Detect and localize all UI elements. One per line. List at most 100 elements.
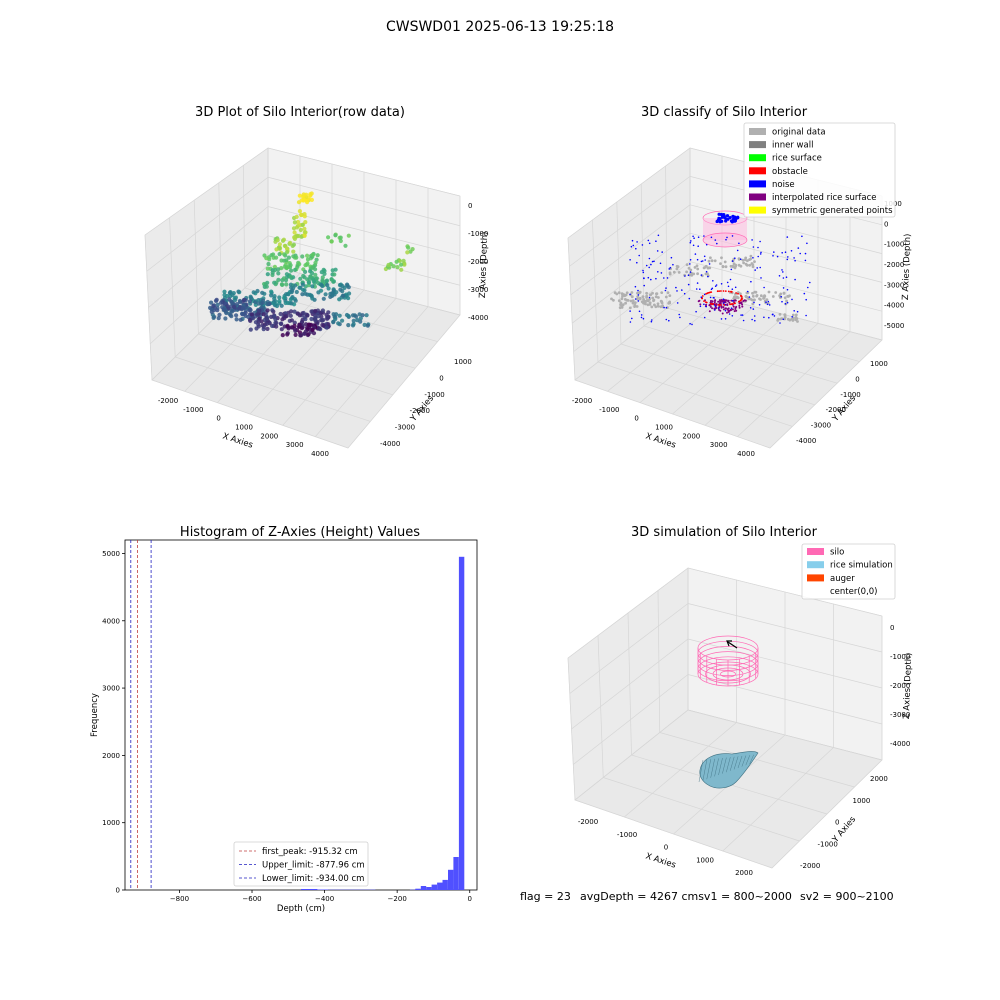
noise-point	[715, 219, 719, 224]
data-point	[341, 293, 346, 298]
original-point	[666, 291, 670, 294]
histogram-bar	[415, 888, 421, 890]
interpolated-point	[711, 307, 714, 310]
data-point	[297, 322, 302, 328]
data-point	[297, 209, 302, 214]
rice-mesh-line	[718, 757, 723, 776]
noise-point	[715, 284, 718, 286]
original-point	[644, 302, 647, 306]
rice-mesh-line	[741, 755, 747, 767]
grid-line	[151, 264, 269, 381]
raw-data-3d-plot: 3D Plot of Silo Interior(row data) -2000…	[144, 105, 490, 458]
noise-point	[757, 246, 759, 249]
noise-point	[768, 304, 771, 306]
interpolated-point	[724, 307, 727, 310]
data-point	[401, 258, 406, 263]
data-point	[275, 238, 280, 243]
z-tick-label: -2000	[884, 261, 904, 269]
data-point	[261, 312, 266, 317]
data-point	[214, 297, 219, 302]
original-point	[794, 313, 798, 317]
noise-point	[731, 300, 734, 302]
noise-point	[767, 300, 770, 303]
noise-point	[759, 253, 762, 255]
data-point	[313, 318, 318, 323]
classify-z-label: Z Axies (Depth)	[901, 233, 913, 300]
data-point	[277, 252, 282, 257]
noise-point	[726, 236, 728, 239]
interpolated-point	[721, 299, 724, 302]
noise-point	[678, 313, 680, 316]
noise-point	[801, 235, 803, 238]
original-point	[636, 295, 640, 298]
data-point	[233, 297, 238, 303]
original-point	[783, 317, 787, 321]
interpolated-point	[738, 304, 741, 307]
data-point	[289, 318, 294, 323]
simulation-z-label: Z Axies (Depth)	[902, 652, 914, 719]
silo-outline-bottom	[702, 232, 748, 248]
noise-point	[699, 305, 702, 308]
noise-point	[688, 297, 691, 300]
original-point	[690, 273, 694, 277]
data-point	[302, 226, 307, 231]
noise-point	[629, 293, 631, 296]
data-point	[350, 323, 356, 328]
data-point	[251, 290, 256, 295]
data-point	[247, 299, 252, 304]
noise-point	[663, 306, 665, 309]
histogram-bar	[426, 887, 432, 890]
data-point	[309, 270, 315, 276]
obstacle-point	[710, 291, 713, 293]
original-point	[732, 262, 736, 266]
noise-point	[717, 307, 720, 309]
noise-point	[631, 317, 633, 320]
x-tick-label: -1000	[599, 406, 619, 414]
data-point	[338, 238, 343, 244]
data-point	[248, 295, 253, 300]
data-point	[330, 292, 335, 297]
noise-point	[726, 281, 729, 284]
noise-point	[805, 298, 807, 301]
noise-point	[786, 288, 789, 291]
original-point	[642, 298, 645, 301]
noise-point	[724, 304, 727, 306]
data-point	[219, 300, 224, 305]
data-point	[308, 274, 313, 279]
data-point	[395, 265, 400, 270]
original-point	[675, 267, 679, 271]
noise-point	[749, 307, 752, 309]
interpolated-point	[697, 300, 700, 303]
simulation-legend: silo rice simulation auger center(0,0)	[801, 543, 896, 600]
raw-plot-points	[208, 191, 415, 338]
original-point	[747, 297, 751, 301]
original-point	[707, 259, 711, 263]
data-point	[220, 305, 225, 310]
original-point	[735, 295, 739, 299]
data-point	[295, 311, 301, 316]
grid-line	[574, 289, 691, 381]
noise-point	[700, 296, 703, 299]
noise-point	[676, 290, 678, 292]
x-tick-label: -2000	[572, 397, 592, 405]
grid-line	[267, 176, 461, 227]
data-point	[346, 233, 351, 238]
original-point	[650, 305, 654, 309]
noise-point	[809, 281, 811, 284]
center-arrow-head	[726, 640, 732, 647]
data-point	[229, 299, 234, 304]
data-point	[262, 253, 267, 258]
grid-line	[217, 281, 333, 403]
obstacle-point	[701, 297, 703, 300]
data-point	[238, 300, 243, 305]
y-tick-label: 4000	[102, 617, 120, 625]
z-tick-label: 0	[890, 624, 894, 632]
noise-point	[806, 242, 808, 245]
data-point	[277, 295, 282, 300]
x-tick-label: 2000	[735, 869, 753, 877]
x-tick-label: −400	[315, 895, 334, 903]
data-point	[278, 321, 283, 326]
legend-swatch	[749, 193, 766, 201]
z-tick-label: -5000	[884, 322, 904, 330]
noise-point	[645, 264, 648, 267]
